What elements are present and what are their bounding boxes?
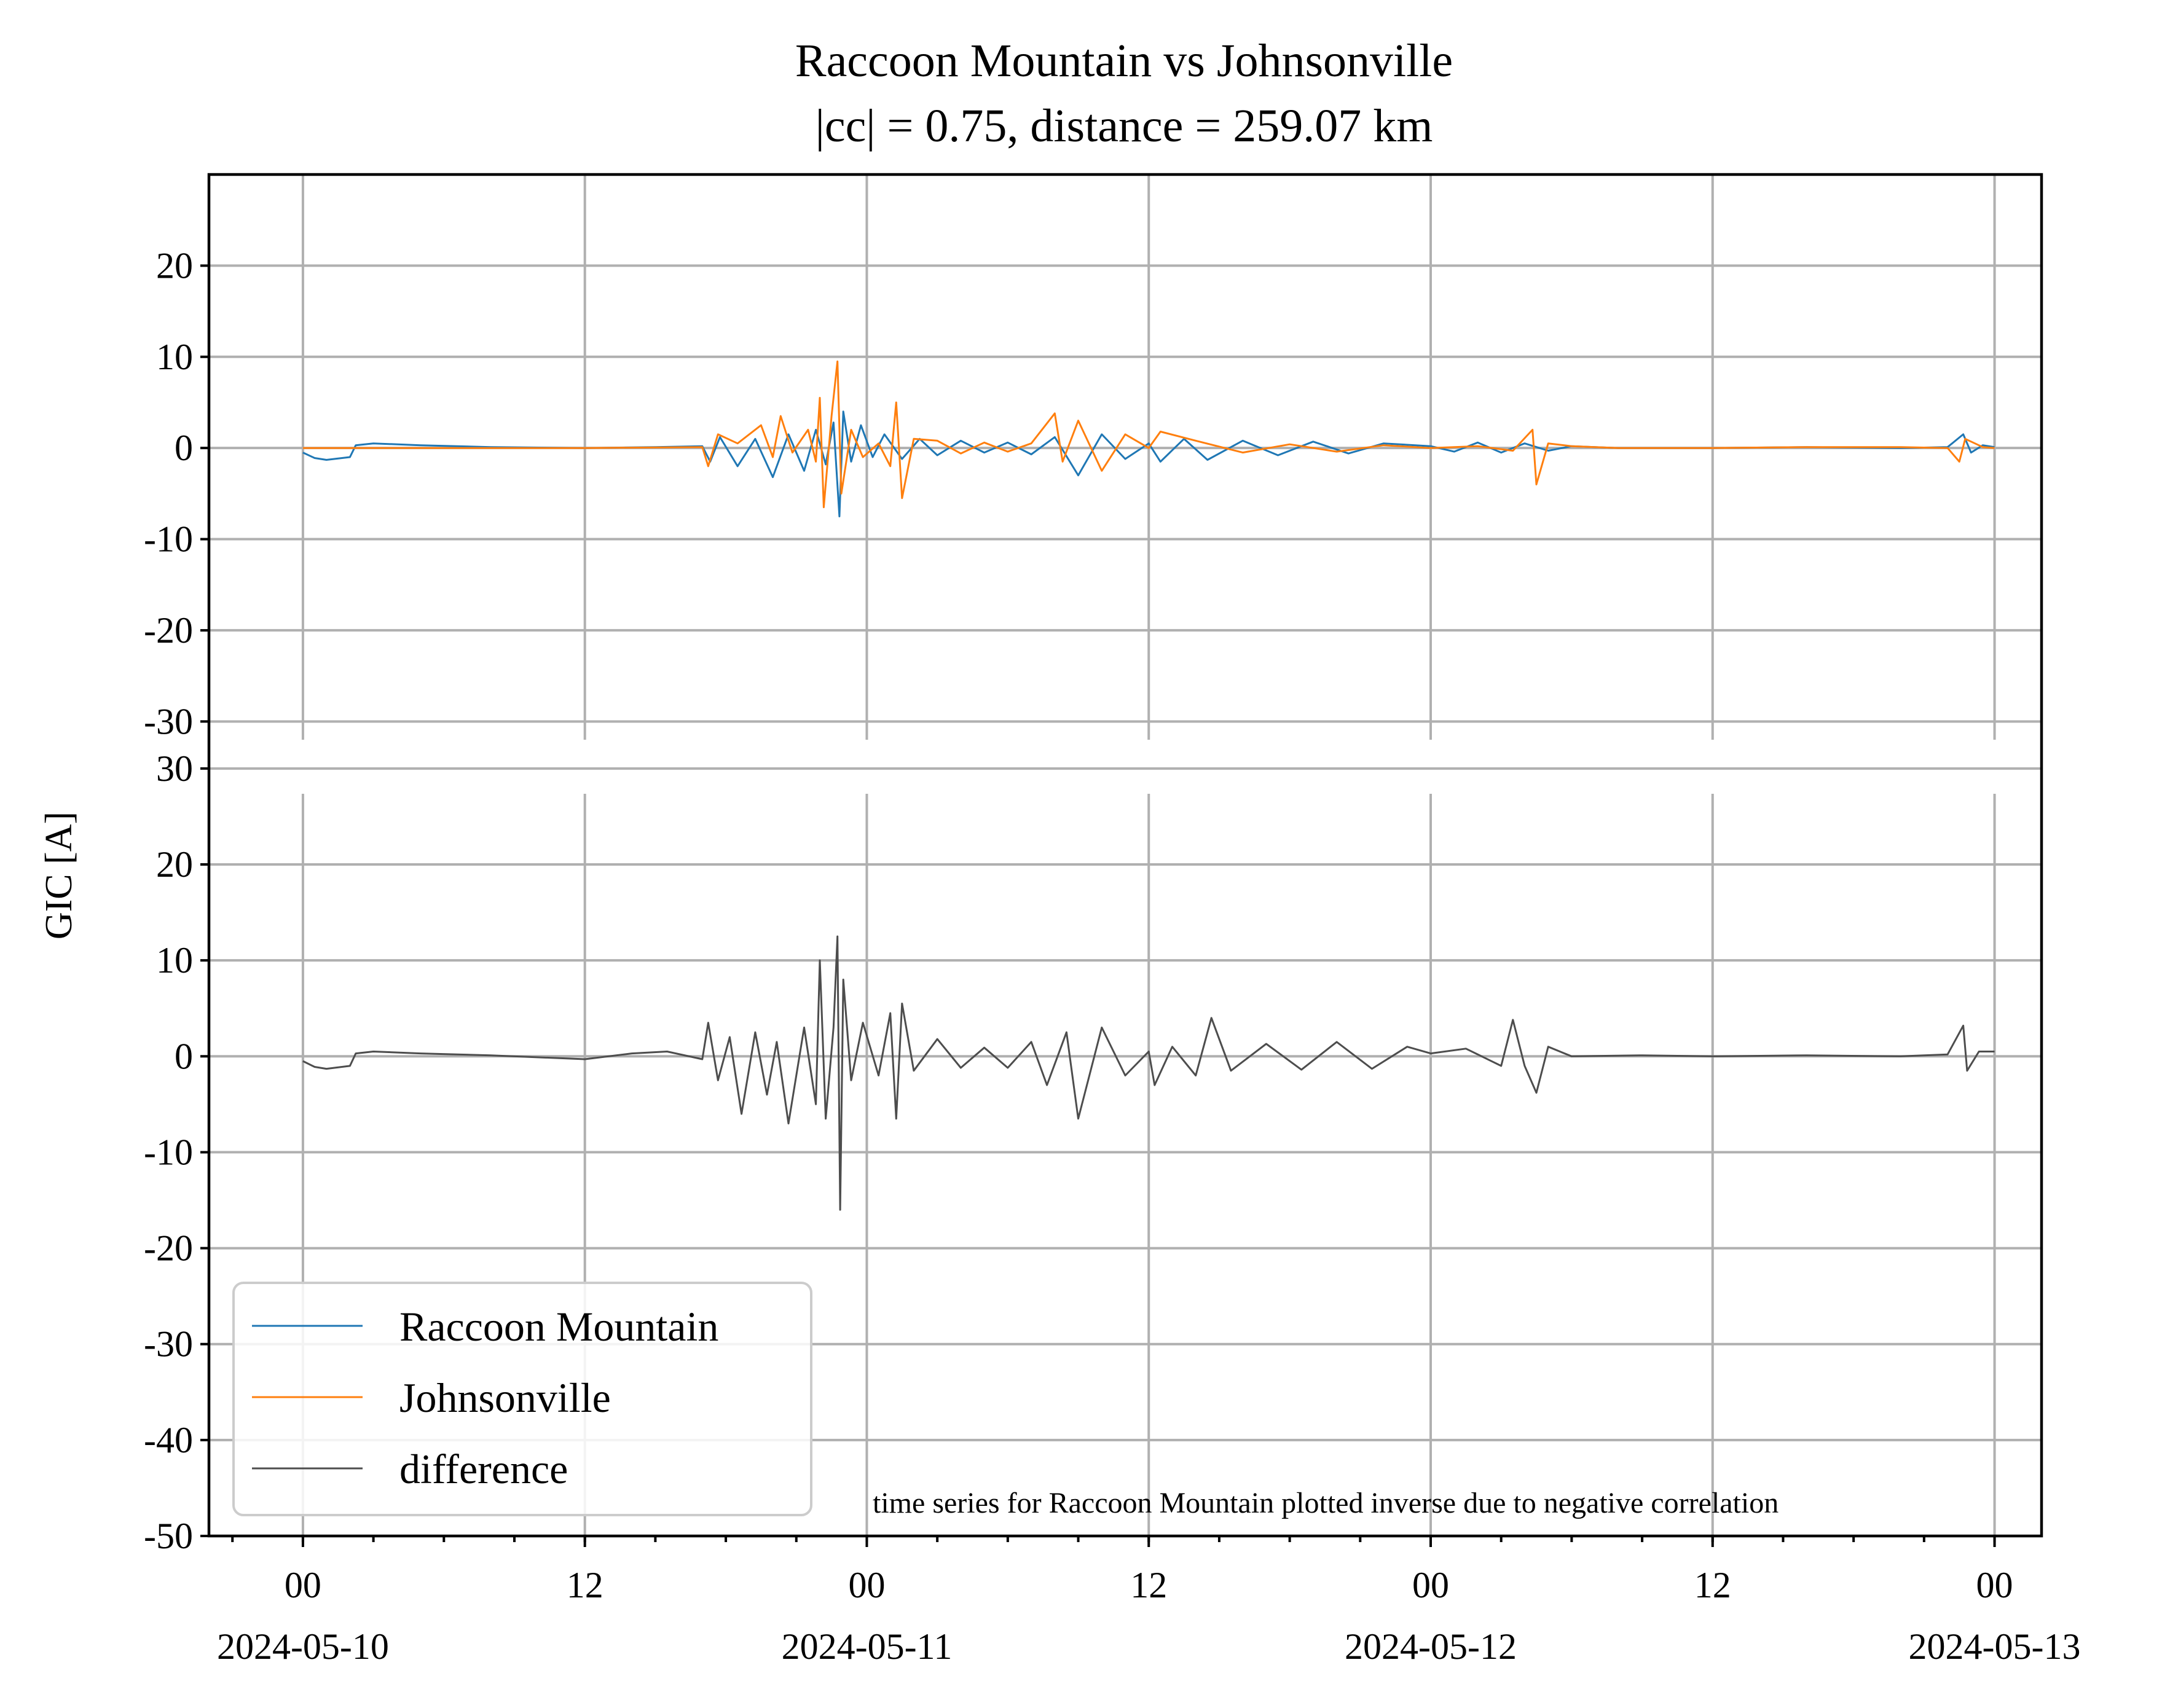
y-tick-label-bottom-8: -50 <box>144 1516 193 1556</box>
x-tick-label-6: 00 <box>1976 1565 2013 1605</box>
chart-subtitle: |cc| = 0.75, distance = 259.07 km <box>816 100 1433 152</box>
x-tick-date-0: 2024-05-10 <box>217 1626 389 1667</box>
y-tick-label-top-5: -30 <box>144 701 193 742</box>
y-axis-label: GIC [A] <box>38 812 80 939</box>
x-tick-date-6: 2024-05-13 <box>1909 1626 2081 1667</box>
legend: Raccoon Mountain Johnsonville difference <box>232 1282 812 1516</box>
series-line-raccoon-mountain <box>302 410 1995 517</box>
x-tick-label-5: 12 <box>1694 1565 1731 1605</box>
axes-frame <box>207 173 2043 1538</box>
y-tick-label-top-0: 20 <box>156 245 193 286</box>
x-tick-label-3: 12 <box>1130 1565 1167 1605</box>
x-tick-label-1: 12 <box>567 1565 603 1605</box>
y-tick-label-top-4: -20 <box>144 610 193 651</box>
legend-label-raccoon-mountain: Raccoon Mountain <box>399 1303 718 1350</box>
y-tick-label-bottom-1: 20 <box>156 844 193 885</box>
x-tick-label-2: 00 <box>848 1565 885 1605</box>
series-line-johnsonville <box>302 360 1995 509</box>
y-tick-label-bottom-2: 10 <box>156 940 193 981</box>
series-line-difference <box>302 935 1995 1211</box>
x-tick-date-2: 2024-05-11 <box>782 1626 953 1667</box>
x-tick-label-4: 00 <box>1412 1565 1449 1605</box>
annotation-note: time series for Raccoon Mountain plotted… <box>873 1487 1779 1519</box>
x-tick-label-0: 00 <box>285 1565 321 1605</box>
y-tick-label-bottom-7: -40 <box>144 1420 193 1460</box>
y-tick-label-bottom-3: 0 <box>175 1036 193 1076</box>
x-tick-date-4: 2024-05-12 <box>1345 1626 1517 1667</box>
y-tick-label-bottom-0: 30 <box>156 748 193 789</box>
y-tick-label-top-3: -10 <box>144 519 193 560</box>
y-tick-label-top-2: 0 <box>175 428 193 468</box>
legend-label-johnsonville: Johnsonville <box>399 1374 611 1421</box>
legend-label-difference: difference <box>399 1446 568 1492</box>
y-tick-label-bottom-6: -30 <box>144 1324 193 1365</box>
y-tick-label-top-1: 10 <box>156 337 193 377</box>
x-axis: 00 2024-05-10 12 00 2024-05-11 12 00 2024-05-12… <box>207 173 2081 1667</box>
y-tick-label-bottom-4: -10 <box>144 1132 193 1172</box>
chart-title: Raccoon Mountain vs Johnsonville <box>795 35 1453 87</box>
y-tick-label-bottom-5: -20 <box>144 1228 193 1269</box>
legend-frame <box>232 1282 812 1516</box>
top-panel: 20 10 0 -10 -20 -30 <box>144 174 2042 742</box>
